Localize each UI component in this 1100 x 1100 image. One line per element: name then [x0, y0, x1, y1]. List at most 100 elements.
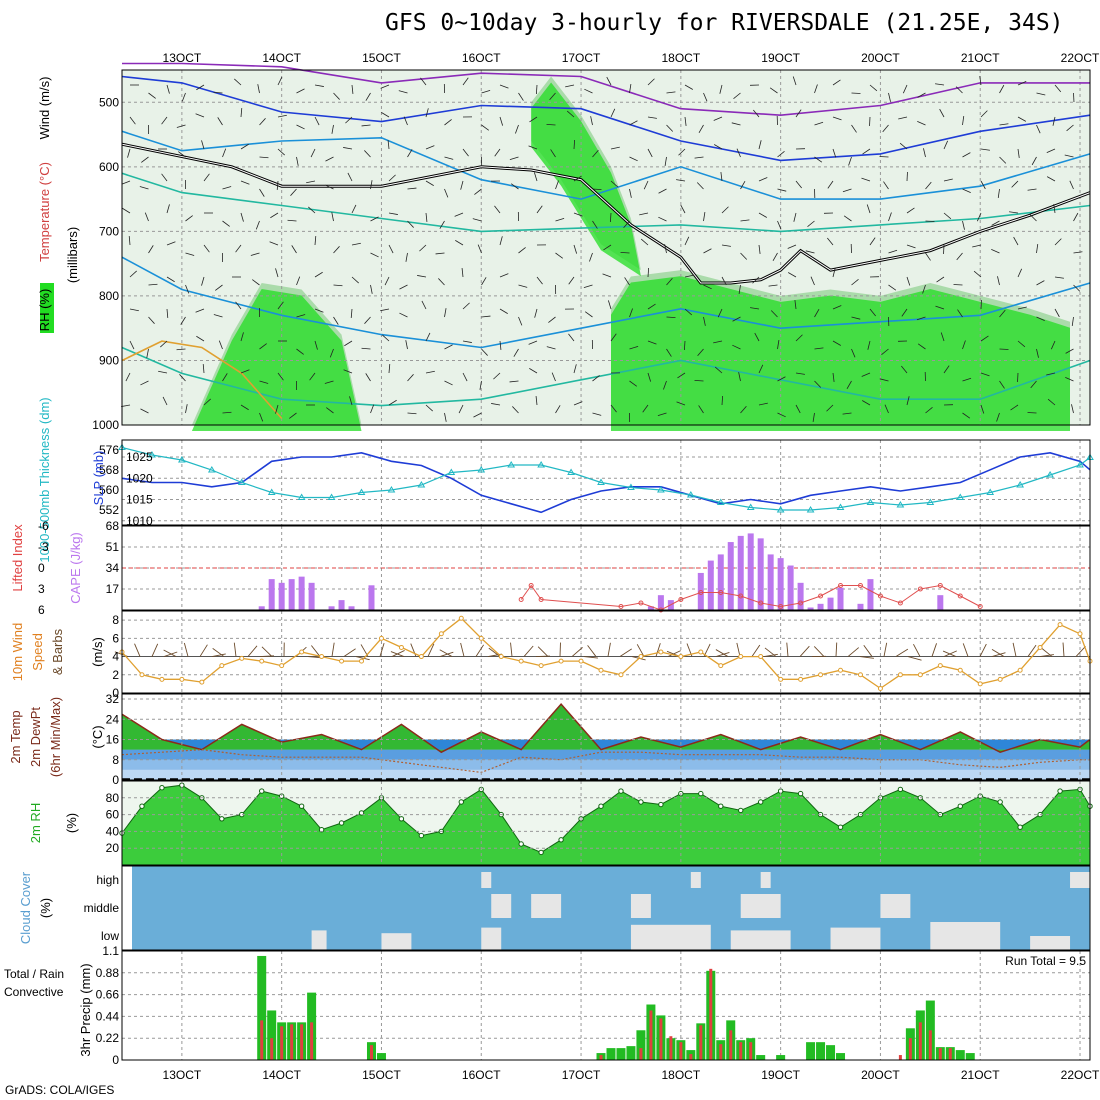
- y-axis-label-rh2m-units: (%): [64, 813, 79, 833]
- wind-barb: [666, 348, 672, 357]
- wind-barb-10m: [962, 643, 969, 657]
- wind-barb: [518, 247, 526, 254]
- wind-barb: [603, 244, 612, 251]
- wind-barb-10m: [751, 644, 761, 657]
- wind-barb: [732, 344, 741, 350]
- wind-barb: [814, 121, 824, 126]
- thickness-marker: [207, 466, 216, 473]
- contour-label: -15: [411, 0, 429, 3]
- y-axis-label-rh: RH (%): [37, 289, 52, 332]
- wind-barb: [731, 122, 741, 126]
- wind-barb: [1029, 214, 1037, 222]
- wind-barb: [793, 212, 797, 222]
- y-axis-label-thickness: 1000-500mb Thickness (dm): [37, 397, 52, 562]
- y-axis-label-wind: Wind (m/s): [37, 77, 52, 140]
- wind-barb: [962, 377, 972, 382]
- wind-barb: [777, 340, 780, 350]
- wind-barb-10m: [991, 652, 1006, 657]
- y-tick-label-slp: 1020: [126, 471, 153, 485]
- wind-barb: [851, 124, 857, 133]
- thickness-marker: [417, 481, 426, 488]
- lifted-index-marker: [917, 586, 923, 592]
- wind-barb: [240, 369, 250, 374]
- wind-barb: [629, 308, 633, 318]
- wind-barb: [740, 405, 747, 414]
- wind-barb: [973, 270, 982, 278]
- wind-barb: [980, 335, 989, 342]
- wind-barb: [1069, 180, 1074, 190]
- wind-barb: [388, 363, 391, 374]
- wind-barb: [980, 372, 990, 377]
- wind-barb: [663, 380, 667, 390]
- wind-barb: [325, 184, 334, 190]
- wind-barb: [647, 267, 650, 278]
- wind-barb-10m: [331, 642, 335, 657]
- precip-convective-bar: [918, 1022, 922, 1060]
- wind-barb: [160, 340, 168, 348]
- precip-convective-bar: [310, 1022, 314, 1060]
- wind-barb: [148, 245, 154, 254]
- wind-barb: [832, 340, 841, 346]
- wind-barb: [698, 124, 704, 133]
- wind-barb: [916, 316, 926, 321]
- wind-barb: [213, 91, 223, 94]
- rh-marker: [1017, 824, 1023, 830]
- y-tick-label-wind: 8: [112, 613, 119, 627]
- wind-barb: [768, 284, 778, 287]
- y-tick-label: 1000: [92, 418, 119, 432]
- precip-legend-total: Total / Rain: [4, 967, 64, 981]
- wind-barb: [584, 311, 593, 318]
- lifted-index-marker: [818, 593, 824, 599]
- cape-bar: [338, 600, 345, 610]
- wind-barb: [769, 87, 778, 94]
- precip-convective-bar: [699, 1025, 703, 1060]
- wind-speed-marker: [1057, 622, 1063, 628]
- wind-barb-10m: [488, 647, 501, 657]
- wind-barb: [752, 276, 760, 284]
- temperature-area: [122, 704, 1090, 753]
- wind-speed-marker: [279, 663, 285, 669]
- wind-barb: [923, 148, 926, 158]
- footer-credit: GrADS: COLA/IGES: [5, 1083, 115, 1097]
- y-tick-label-precip: 0.44: [96, 1009, 120, 1023]
- wind-speed-marker: [1017, 667, 1023, 673]
- wind-barb: [388, 212, 398, 215]
- y-axis-label-lifted-index: Lifted Index: [10, 524, 25, 592]
- wind-barb: [606, 76, 612, 86]
- wind-speed-marker: [239, 655, 245, 661]
- wind-barb: [203, 398, 211, 406]
- wind-barb: [1017, 340, 1026, 348]
- wind-barb: [513, 348, 519, 357]
- wind-barb: [906, 207, 915, 214]
- thickness-marker: [447, 468, 456, 475]
- wind-barb: [639, 212, 649, 216]
- wind-barb: [425, 145, 435, 150]
- wind-barb: [979, 76, 982, 86]
- contour-label: -15: [761, 0, 779, 3]
- precip-convective-bar: [928, 1030, 932, 1060]
- wind-barb: [555, 405, 561, 414]
- wind-barb: [494, 148, 501, 157]
- wind-barb: [259, 188, 265, 197]
- wind-barb: [1073, 212, 1079, 222]
- wind-barb: [533, 172, 538, 182]
- cape-bar: [717, 554, 724, 610]
- wind-barb: [481, 315, 491, 318]
- wind-barb: [843, 215, 852, 222]
- wind-barb-10m: [913, 643, 921, 657]
- wind-barb: [127, 148, 131, 158]
- wind-barb: [848, 156, 852, 166]
- wind-barb-10m: [847, 647, 860, 657]
- y-tick-label-li: -3: [38, 540, 49, 554]
- wind-barb: [407, 187, 417, 190]
- rh-marker: [738, 807, 744, 814]
- precip-total-bar: [616, 1048, 626, 1060]
- wind-barb: [351, 242, 361, 246]
- wind-barb: [629, 84, 632, 94]
- wind-barb: [962, 152, 971, 158]
- wind-barb: [535, 84, 538, 95]
- wind-barb: [943, 140, 949, 150]
- thickness-marker: [507, 461, 516, 468]
- wind-barb: [296, 348, 304, 355]
- wind-barb: [343, 147, 353, 150]
